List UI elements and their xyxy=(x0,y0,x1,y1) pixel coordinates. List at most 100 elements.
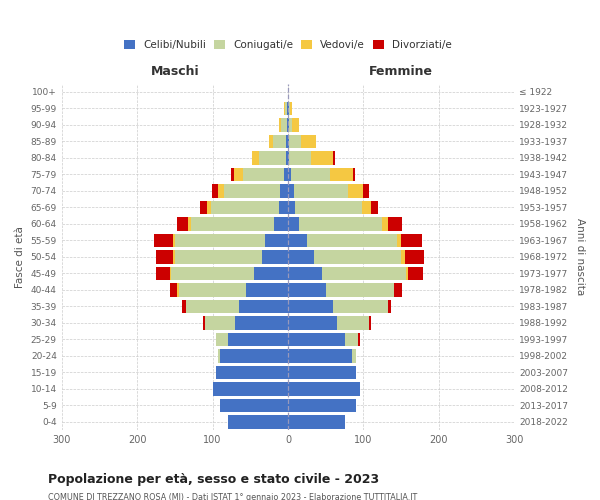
Bar xyxy=(371,200,379,214)
Bar xyxy=(211,200,279,214)
Bar xyxy=(288,349,352,362)
Bar xyxy=(284,102,285,115)
Bar xyxy=(177,283,179,296)
Bar xyxy=(330,168,353,181)
Bar xyxy=(191,217,274,230)
Bar xyxy=(288,217,299,230)
Bar xyxy=(279,118,281,132)
Bar xyxy=(288,316,337,330)
Bar xyxy=(362,200,371,214)
Bar xyxy=(353,168,355,181)
Bar xyxy=(212,382,288,396)
Bar xyxy=(344,332,358,346)
Bar xyxy=(170,283,177,296)
Bar xyxy=(247,283,288,296)
Bar xyxy=(170,266,171,280)
Bar xyxy=(326,283,394,296)
Bar xyxy=(333,151,335,164)
Bar xyxy=(175,234,265,247)
Bar xyxy=(242,168,284,181)
Bar xyxy=(252,151,259,164)
Bar xyxy=(288,415,344,428)
Bar xyxy=(273,134,286,148)
Bar xyxy=(364,184,370,198)
Bar xyxy=(224,184,280,198)
Bar xyxy=(173,234,175,247)
Bar xyxy=(348,184,364,198)
Bar xyxy=(289,134,301,148)
Bar xyxy=(292,118,299,132)
Y-axis label: Fasce di età: Fasce di età xyxy=(15,226,25,288)
Bar xyxy=(186,300,239,313)
Bar xyxy=(216,366,288,379)
Bar xyxy=(254,266,288,280)
Bar xyxy=(333,300,388,313)
Bar xyxy=(288,134,289,148)
Bar xyxy=(368,316,371,330)
Bar xyxy=(358,332,359,346)
Bar xyxy=(259,151,286,164)
Bar xyxy=(405,250,424,264)
Bar xyxy=(288,398,356,412)
Y-axis label: Anni di nascita: Anni di nascita xyxy=(575,218,585,296)
Bar xyxy=(311,151,333,164)
Bar xyxy=(394,283,402,296)
Bar xyxy=(408,266,423,280)
Bar xyxy=(188,217,191,230)
Bar xyxy=(299,217,382,230)
Bar xyxy=(286,134,288,148)
Bar xyxy=(216,332,227,346)
Bar xyxy=(156,266,170,280)
Bar xyxy=(200,200,207,214)
Bar xyxy=(288,118,289,132)
Bar xyxy=(388,217,402,230)
Bar xyxy=(207,200,211,214)
Bar xyxy=(288,151,289,164)
Bar xyxy=(212,184,218,198)
Bar xyxy=(287,102,288,115)
Bar xyxy=(154,234,173,247)
Bar xyxy=(177,217,188,230)
Bar xyxy=(182,300,186,313)
Legend: Celibi/Nubili, Coniugati/e, Vedovi/e, Divorziati/e: Celibi/Nubili, Coniugati/e, Vedovi/e, Di… xyxy=(124,40,452,50)
Bar xyxy=(227,332,288,346)
Bar xyxy=(406,266,408,280)
Bar xyxy=(397,234,401,247)
Bar xyxy=(179,283,247,296)
Bar xyxy=(288,184,294,198)
Bar xyxy=(156,250,173,264)
Bar xyxy=(173,250,175,264)
Bar xyxy=(382,217,388,230)
Bar xyxy=(218,184,224,198)
Bar xyxy=(220,349,288,362)
Bar xyxy=(280,184,288,198)
Bar xyxy=(218,349,220,362)
Bar xyxy=(288,102,289,115)
Bar xyxy=(265,234,288,247)
Bar xyxy=(288,266,322,280)
Bar xyxy=(314,250,401,264)
Bar xyxy=(285,102,287,115)
Bar xyxy=(352,349,356,362)
Bar xyxy=(322,266,406,280)
Bar xyxy=(288,234,307,247)
Bar xyxy=(220,398,288,412)
Bar xyxy=(307,234,397,247)
Bar xyxy=(401,234,422,247)
Text: COMUNE DI TREZZANO ROSA (MI) - Dati ISTAT 1° gennaio 2023 - Elaborazione TUTTITA: COMUNE DI TREZZANO ROSA (MI) - Dati ISTA… xyxy=(48,492,417,500)
Bar xyxy=(288,200,295,214)
Bar xyxy=(388,300,391,313)
Text: Femmine: Femmine xyxy=(369,65,433,78)
Bar xyxy=(288,332,344,346)
Bar xyxy=(274,217,288,230)
Bar xyxy=(288,300,333,313)
Bar xyxy=(175,250,262,264)
Bar xyxy=(291,168,330,181)
Bar xyxy=(235,316,288,330)
Bar xyxy=(215,332,216,346)
Bar xyxy=(232,168,233,181)
Bar xyxy=(289,102,290,115)
Text: Maschi: Maschi xyxy=(151,65,199,78)
Bar xyxy=(239,300,288,313)
Bar xyxy=(171,266,254,280)
